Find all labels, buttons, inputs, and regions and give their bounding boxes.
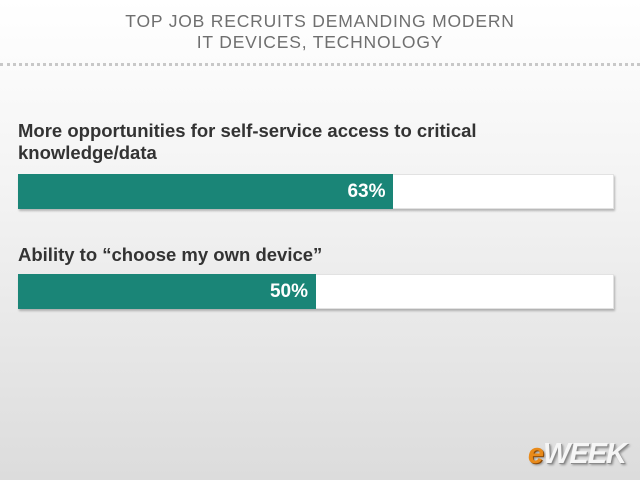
bar-label-self-service-line-2: knowledge/data (18, 142, 157, 163)
eweek-logo-week: WEEK (543, 438, 627, 470)
bar-value-own-device: 50% (269, 281, 308, 302)
bar-track-own-device: 50% (18, 274, 614, 309)
bar-track-self-service: 63% (18, 174, 614, 209)
bar-own-device: 50% (18, 274, 316, 309)
chart-title: TOP JOB RECRUITS DEMANDING MODERN IT DEV… (0, 11, 640, 53)
eweek-logo: eWEEK (527, 438, 627, 471)
bar-self-service: 63% (18, 174, 394, 209)
chart-title-line-1: TOP JOB RECRUITS DEMANDING MODERN (125, 11, 515, 31)
eweek-logo-e: e (527, 438, 544, 470)
bar-label-self-service-line-1: More opportunities for self-service acce… (18, 120, 477, 141)
bar-label-own-device-line-1: Ability to “choose my own device” (18, 244, 323, 265)
bar-value-self-service: 63% (347, 181, 386, 202)
title-divider (0, 63, 640, 66)
bar-label-own-device: Ability to “choose my own device” (18, 244, 618, 266)
chart-title-line-2: IT DEVICES, TECHNOLOGY (196, 32, 444, 52)
bar-label-self-service: More opportunities for self-service acce… (18, 120, 618, 164)
